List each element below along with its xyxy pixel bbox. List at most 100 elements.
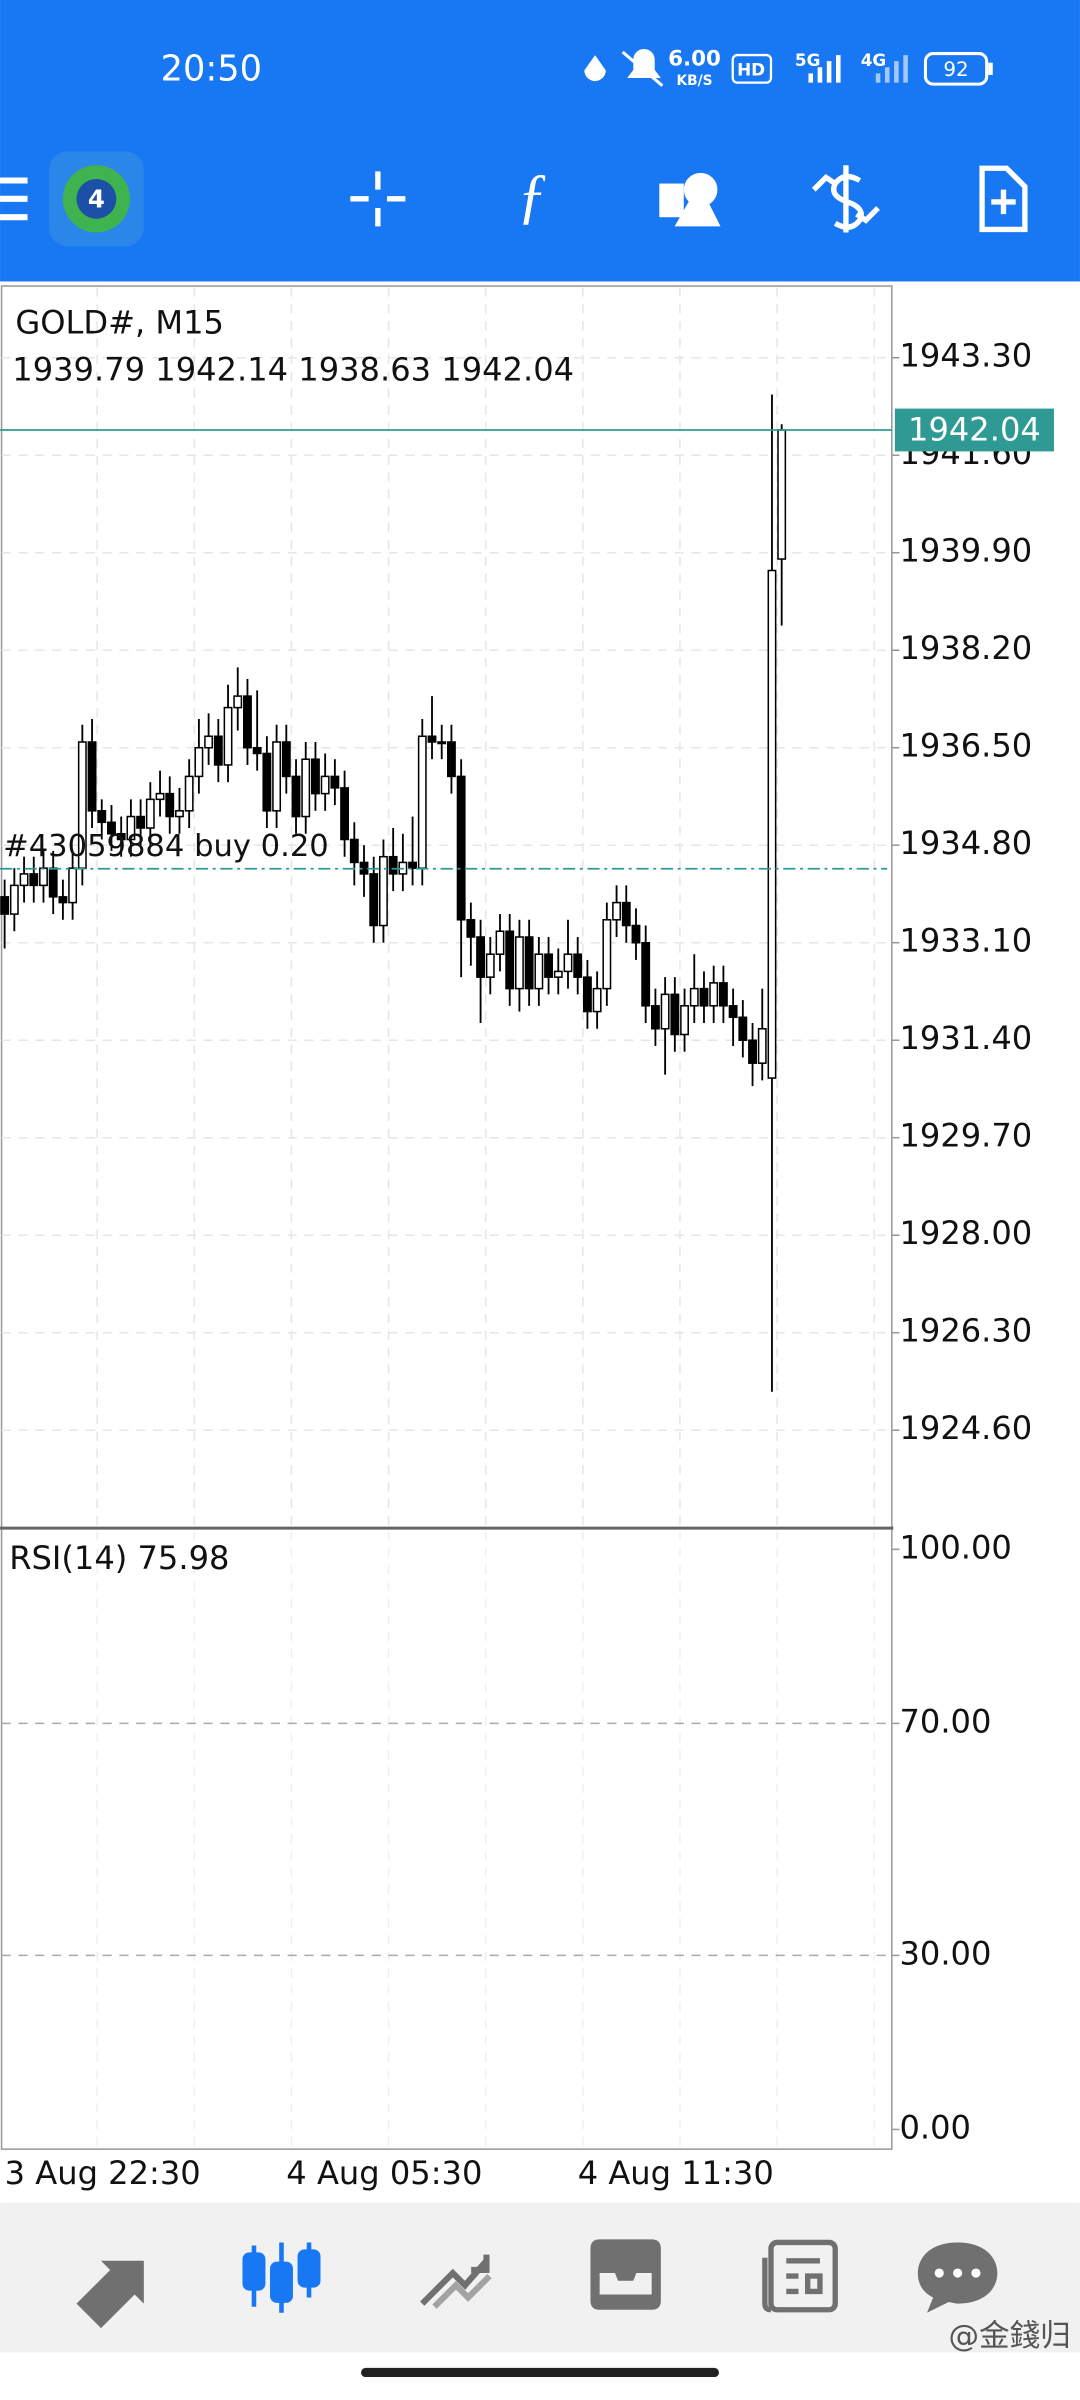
watermark: @金錢归 (948, 2319, 1070, 2354)
mute-icon (621, 48, 664, 87)
candle-body (641, 941, 651, 1007)
candle-body (408, 861, 418, 869)
menu-button[interactable] (0, 177, 28, 221)
signal-icon-2 (875, 55, 908, 83)
candle-body (621, 901, 631, 927)
y-tick-label: 1936.50 (899, 727, 1032, 765)
y-tick-label: 0.00 (899, 2108, 971, 2146)
candle-body (204, 735, 214, 749)
candle-body (145, 798, 155, 829)
candle-body (680, 1005, 689, 1036)
candle-body (573, 953, 583, 978)
x-tick-label: 4 Aug 11:30 (578, 2154, 774, 2192)
x-tick-label: 4 Aug 05:30 (286, 2154, 482, 2192)
candle-body (777, 429, 787, 560)
bottom-nav (0, 2202, 1080, 2353)
y-tick-label: 1924.60 (899, 1409, 1032, 1447)
candle-body (87, 741, 97, 812)
candle-body (0, 896, 10, 915)
quotes-tab[interactable] (76, 2260, 144, 2329)
candle-body (48, 867, 58, 898)
candle-body (165, 792, 175, 818)
candle-body (767, 569, 777, 1079)
candle-body (311, 758, 320, 795)
y-tick-label: 1938.20 (899, 629, 1032, 667)
app-bar (0, 0, 1080, 282)
candle-body (116, 832, 126, 841)
candle-body (58, 896, 68, 904)
candle-body (553, 970, 563, 978)
candle-body (340, 787, 350, 841)
indicators-button[interactable]: ƒ (517, 162, 548, 230)
candle-body (388, 855, 398, 875)
candle-body (126, 815, 136, 841)
chart-tab[interactable] (242, 2242, 321, 2313)
candle-body (417, 735, 427, 869)
y-tick-label: 30.00 (899, 1934, 991, 1972)
candle-body (175, 810, 184, 818)
history-tab[interactable] (590, 2239, 661, 2310)
candle-body (728, 1005, 738, 1019)
candle-body (233, 695, 243, 709)
chat-tab[interactable] (917, 2242, 998, 2313)
trade-tab[interactable] (420, 2254, 492, 2309)
candle-body (213, 735, 223, 766)
candle-body (485, 953, 495, 978)
candle-body (437, 741, 447, 745)
new-order-button[interactable] (979, 165, 1028, 233)
y-tick-label: 1943.30 (899, 337, 1032, 375)
trade-button[interactable] (811, 165, 880, 233)
candle-body (9, 884, 19, 915)
candle-body (650, 1005, 660, 1030)
svg-text:4: 4 (88, 184, 105, 213)
candle-body (748, 1039, 757, 1064)
ohlc-readout: 1939.79 1942.14 1938.63 1942.04 (12, 351, 574, 389)
y-tick-label: 1931.40 (899, 1019, 1032, 1057)
news-tab[interactable] (762, 2239, 838, 2313)
candle-body (349, 838, 359, 864)
candle-body (194, 746, 204, 778)
candle-body (602, 919, 612, 990)
candle-body (689, 987, 699, 1007)
app-logo[interactable]: 4 (48, 151, 144, 247)
y-tick-label: 1934.80 (899, 824, 1032, 862)
hd-badge (731, 53, 773, 84)
candle-body (39, 867, 48, 887)
candle-body (243, 695, 252, 749)
ohlc-close: 1942.04 (441, 351, 574, 389)
rsi-title: RSI(14) 75.98 (9, 1539, 229, 1577)
home-indicator (361, 2367, 719, 2378)
y-tick-label: 1928.00 (899, 1214, 1032, 1252)
candle-body (670, 993, 680, 1036)
y-tick-label: 1933.10 (899, 922, 1032, 960)
y-tick-label: 100.00 (899, 1528, 1011, 1566)
candle-body (534, 953, 544, 990)
hd-text: HD (737, 59, 765, 79)
candle-body (252, 746, 262, 755)
y-tick-label: 1929.70 (899, 1117, 1032, 1155)
price-tag-label: 1942.04 (908, 411, 1041, 449)
chart-frame (0, 285, 893, 2150)
candle-body (466, 919, 476, 938)
y-tick-label: 1939.90 (899, 532, 1032, 570)
chart-title: GOLD#, M15 (15, 303, 224, 341)
candle-body (379, 855, 388, 927)
candle-body (320, 775, 330, 795)
price-tag (894, 408, 1054, 452)
y-tick-label: 70.00 (899, 1702, 991, 1740)
candle-body (709, 982, 719, 1007)
candle-body (155, 792, 165, 801)
net-speed: 6.00 (668, 47, 721, 72)
candle-body (592, 987, 602, 1013)
candle-body (281, 741, 291, 778)
candle-body (612, 901, 621, 921)
order-label: #43059884 buy 0.20 (3, 829, 329, 864)
ohlc-open: 1939.79 (12, 351, 145, 389)
crosshair-button[interactable] (350, 171, 406, 227)
candle-body (427, 735, 437, 743)
net-speed-unit: KB/S (676, 73, 712, 89)
battery (923, 52, 989, 86)
objects-button[interactable] (659, 172, 721, 227)
candle-body (29, 873, 39, 887)
